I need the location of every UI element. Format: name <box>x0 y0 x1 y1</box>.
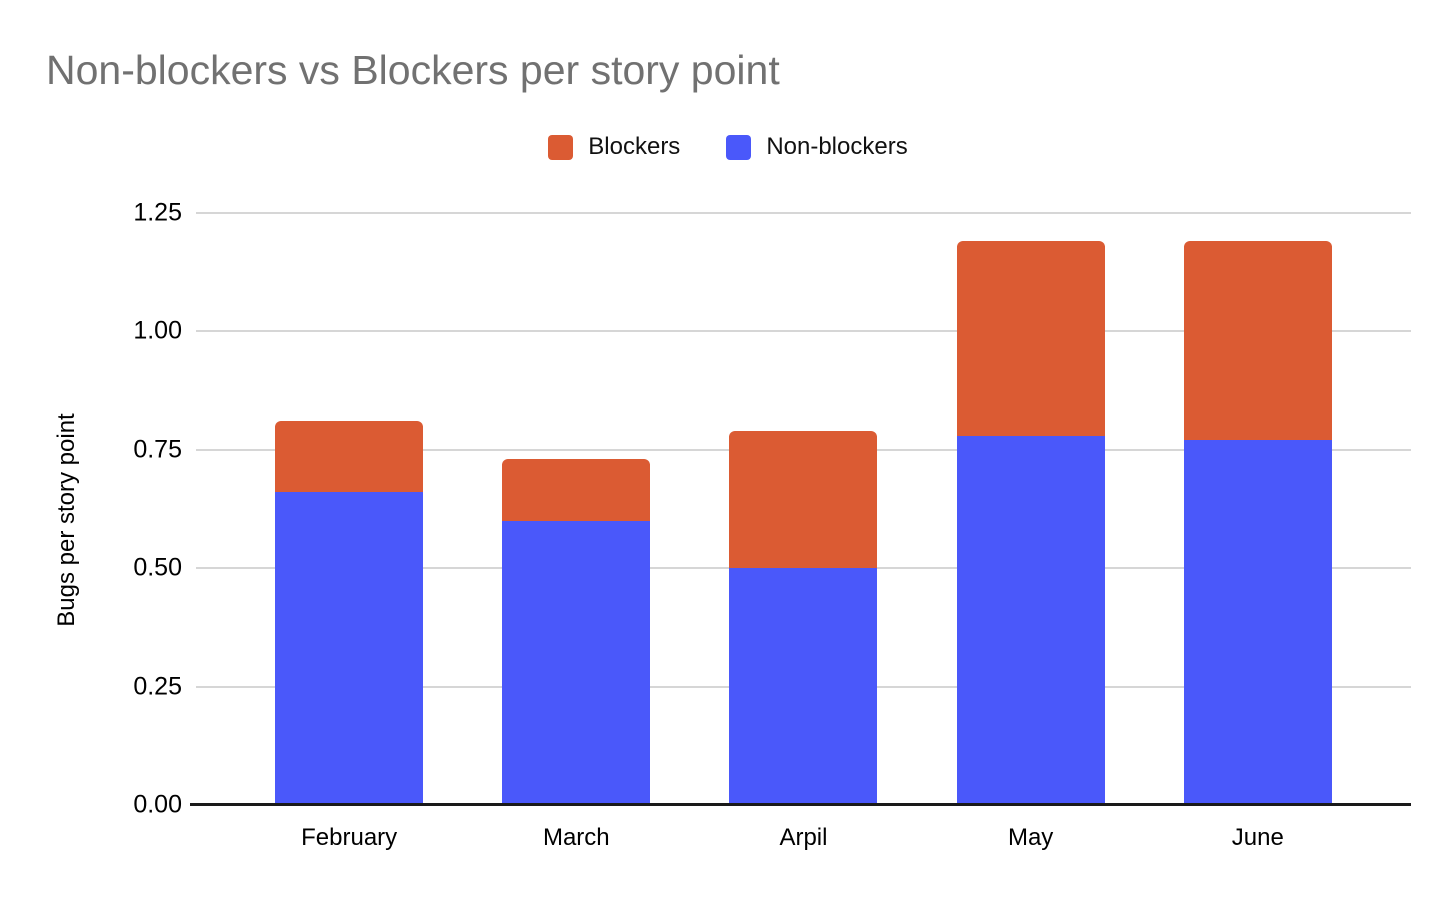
bar-segment-non-blockers-february <box>275 492 424 805</box>
plot-area: 0.00 0.25 0.50 0.75 1.00 1.25 <box>133 199 1411 819</box>
legend-swatch-blockers-icon <box>548 134 574 160</box>
bar-segment-blockers-arpil <box>729 430 878 569</box>
x-axis-line <box>190 803 1411 806</box>
bar-segment-non-blockers-may <box>956 435 1105 805</box>
legend-label-blockers: Blockers <box>588 133 681 160</box>
bar-june <box>1183 241 1332 805</box>
ytick-label-0.50: 0.50 <box>133 553 182 582</box>
gridline-0.50 <box>196 567 1411 570</box>
chart-title: Non-blockers vs Blockers per story point <box>46 47 780 93</box>
bar-arpil <box>729 430 878 805</box>
xtick-label-arpil: Arpil <box>779 824 828 851</box>
bar-segment-blockers-march <box>502 459 651 521</box>
x-axis-labels: February March Arpil May June <box>196 824 1411 852</box>
xtick-label-march: March <box>542 824 610 851</box>
bar-february <box>275 421 424 805</box>
y-axis-title: Bugs per story point <box>53 413 80 627</box>
xtick-label-may: May <box>1007 824 1054 851</box>
xtick-label-june: June <box>1231 824 1284 851</box>
bar-group <box>196 213 1411 805</box>
bar-segment-blockers-february <box>275 421 424 493</box>
legend-swatch-non-blockers-icon <box>726 134 752 160</box>
bar-segment-blockers-june <box>1183 241 1332 441</box>
legend-label-non-blockers: Non-blockers <box>766 133 908 160</box>
legend-item-non-blockers: Non-blockers <box>726 133 908 161</box>
bar-segment-blockers-may <box>956 241 1105 436</box>
ytick-label-0.25: 0.25 <box>133 672 182 701</box>
bar-march <box>502 459 651 805</box>
legend: Blockers Non-blockers <box>0 133 1456 161</box>
gridline-1.00 <box>196 330 1411 333</box>
ytick-label-1.00: 1.00 <box>133 316 182 345</box>
legend-item-blockers: Blockers <box>548 133 680 161</box>
bar-segment-non-blockers-june <box>1183 440 1332 805</box>
ytick-label-0.00: 0.00 <box>133 790 182 819</box>
bar-may <box>956 241 1105 805</box>
xtick-label-february: February <box>301 824 398 851</box>
bar-segment-non-blockers-march <box>502 520 651 805</box>
bar-segment-non-blockers-arpil <box>729 568 878 805</box>
gridline-1.25 <box>196 212 1411 214</box>
ytick-label-1.25: 1.25 <box>133 198 182 227</box>
ytick-label-0.75: 0.75 <box>133 435 182 464</box>
